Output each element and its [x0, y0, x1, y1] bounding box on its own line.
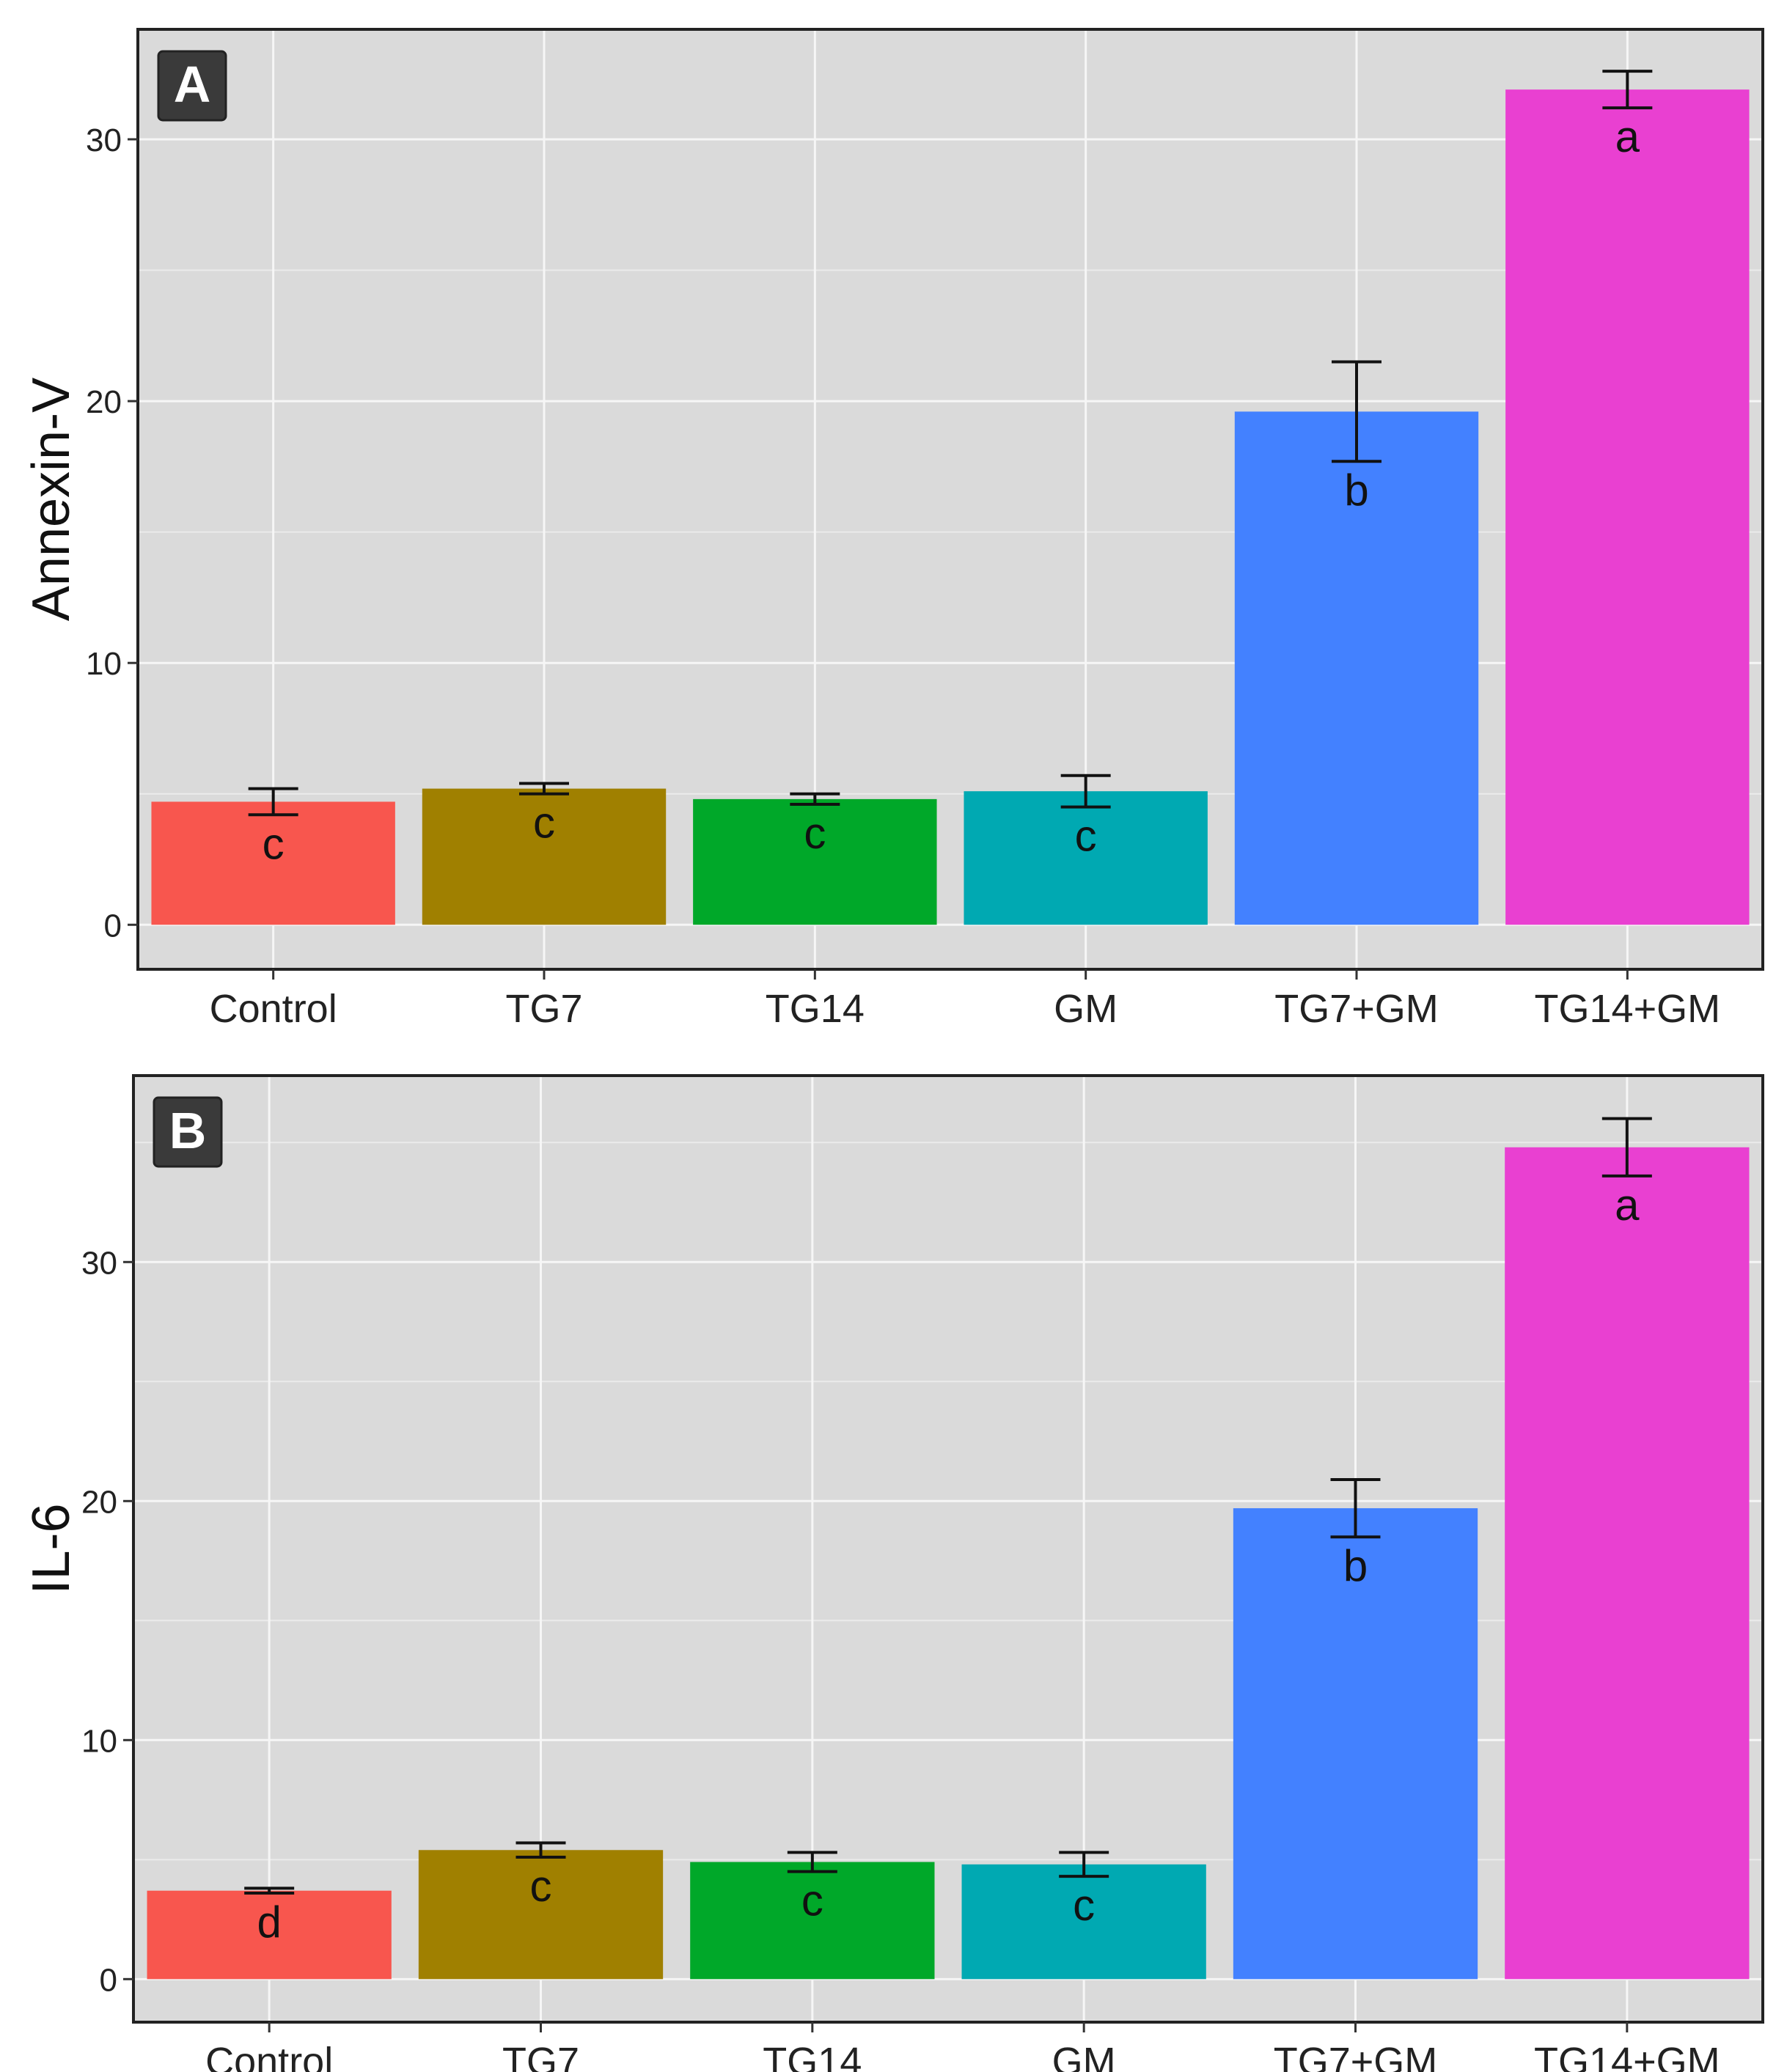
- panel-a-y-tick-label: 30: [86, 122, 122, 158]
- panel-a-x-tick-label: Control: [210, 987, 337, 1031]
- panel-a-x-tick-label: GM: [1054, 987, 1118, 1031]
- panel-b-y-tick-label: 20: [81, 1484, 117, 1520]
- panel-a-error-bar: [1060, 774, 1111, 809]
- panel-b-y-tick-label: 30: [81, 1245, 117, 1281]
- panel-b-x-tick-label: TG7: [502, 2040, 579, 2072]
- panel-b-x-tick-label: TG14: [763, 2040, 862, 2072]
- panel-a-plot-border: [136, 28, 1764, 971]
- panel-a-error-bar: [248, 787, 298, 817]
- panel-b-error-bar: [1330, 1477, 1381, 1539]
- panel-b-x-tick-label: TG14+GM: [1534, 2040, 1720, 2072]
- panel-a-chart: c c c c b a 0 10 20 30 Control TG7 TG14 GM TG7+GM TG14+…: [22, 28, 1764, 1031]
- panel-a-error-bar: [1602, 70, 1653, 110]
- panel-a-significance-label: c: [804, 809, 826, 858]
- panel-a-bar-control: [151, 801, 395, 925]
- panel-a-bar-tg14: [693, 798, 937, 925]
- panel-b-significance-label: c: [801, 1876, 823, 1925]
- panel-b-significance-label: c: [1073, 1881, 1095, 1930]
- panel-b-y-tick-label: 0: [100, 1962, 117, 1998]
- panel-b-x-tick-label: GM: [1052, 2040, 1116, 2072]
- panel-b-panel-tag-letter: B: [169, 1102, 207, 1159]
- panel-b-bar-tg14-gm: [1505, 1147, 1750, 1980]
- panel-a-significance-label: a: [1615, 112, 1640, 161]
- panel-b-bar-control: [147, 1890, 392, 1980]
- panel-b-significance-label: d: [257, 1898, 281, 1947]
- panel-b-y-tick-label: 10: [81, 1723, 117, 1759]
- panel-b-error-bar: [244, 1887, 295, 1895]
- panel-b-error-bar: [1601, 1117, 1652, 1178]
- panel-b-plot-background: [133, 1076, 1763, 2022]
- panel-a-y-axis-label: Annexin-V: [22, 378, 81, 621]
- panel-a-bar-tg14-gm: [1505, 89, 1750, 925]
- panel-a-bar-gm: [964, 791, 1208, 925]
- panel-a-y-tick-label: 10: [86, 646, 122, 682]
- panel-a-x-tick-label: TG7+GM: [1274, 987, 1439, 1031]
- panel-b-plot-border: [132, 1074, 1764, 2024]
- panel-b-x-tick-label: TG7+GM: [1274, 2040, 1438, 2072]
- panel-b-panel-tag: B: [153, 1096, 223, 1168]
- panel-b-chart: d c c c b a 0 10 20 30 Control TG7 TG14 GM TG7+GM TG14+…: [22, 1074, 1764, 2072]
- panel-a-error-bar: [1332, 360, 1381, 463]
- panel-a-x-tick-label: TG14+GM: [1535, 987, 1721, 1031]
- panel-a-error-bar: [790, 792, 840, 807]
- panel-b-bar-tg14: [690, 1862, 935, 1980]
- panel-a-x-tick-label: TG7: [505, 987, 582, 1031]
- panel-a-panel-tag-box: [157, 50, 227, 122]
- panel-b-significance-label: b: [1343, 1541, 1368, 1590]
- panel-b-error-bar: [1059, 1851, 1109, 1878]
- panel-b-error-bar: [515, 1841, 566, 1859]
- panel-a-significance-label: c: [1075, 812, 1097, 861]
- panel-a-bar-tg7-gm: [1234, 411, 1479, 925]
- panel-a-x-tick-label: TG14: [766, 987, 865, 1031]
- panel-b-significance-label: c: [530, 1862, 552, 1911]
- panel-b-significance-label: a: [1615, 1180, 1640, 1230]
- panel-b-x-tick-label: Control: [205, 2040, 333, 2072]
- panel-b-bar-tg7-gm: [1233, 1508, 1478, 1980]
- panel-a-significance-label: c: [263, 819, 285, 868]
- panel-b-panel-tag-box: [153, 1096, 223, 1168]
- panel-b-error-bar: [787, 1851, 837, 1873]
- panel-a-error-bar: [519, 782, 569, 796]
- panel-a-plot-background: [138, 29, 1763, 969]
- panel-a-panel-tag: A: [157, 50, 227, 122]
- panel-b-bar-gm: [961, 1864, 1206, 1980]
- panel-a-y-tick-label: 20: [86, 384, 122, 420]
- panel-a-bar-tg7: [422, 788, 667, 925]
- panel-b-y-axis-label: IL-6: [22, 1503, 81, 1594]
- panel-a-significance-label: b: [1344, 466, 1368, 515]
- panel-a-significance-label: c: [533, 798, 555, 848]
- panel-a-panel-tag-letter: A: [174, 56, 211, 113]
- panel-b-bar-tg7: [418, 1850, 664, 1980]
- panel-a-y-tick-label: 0: [104, 908, 122, 944]
